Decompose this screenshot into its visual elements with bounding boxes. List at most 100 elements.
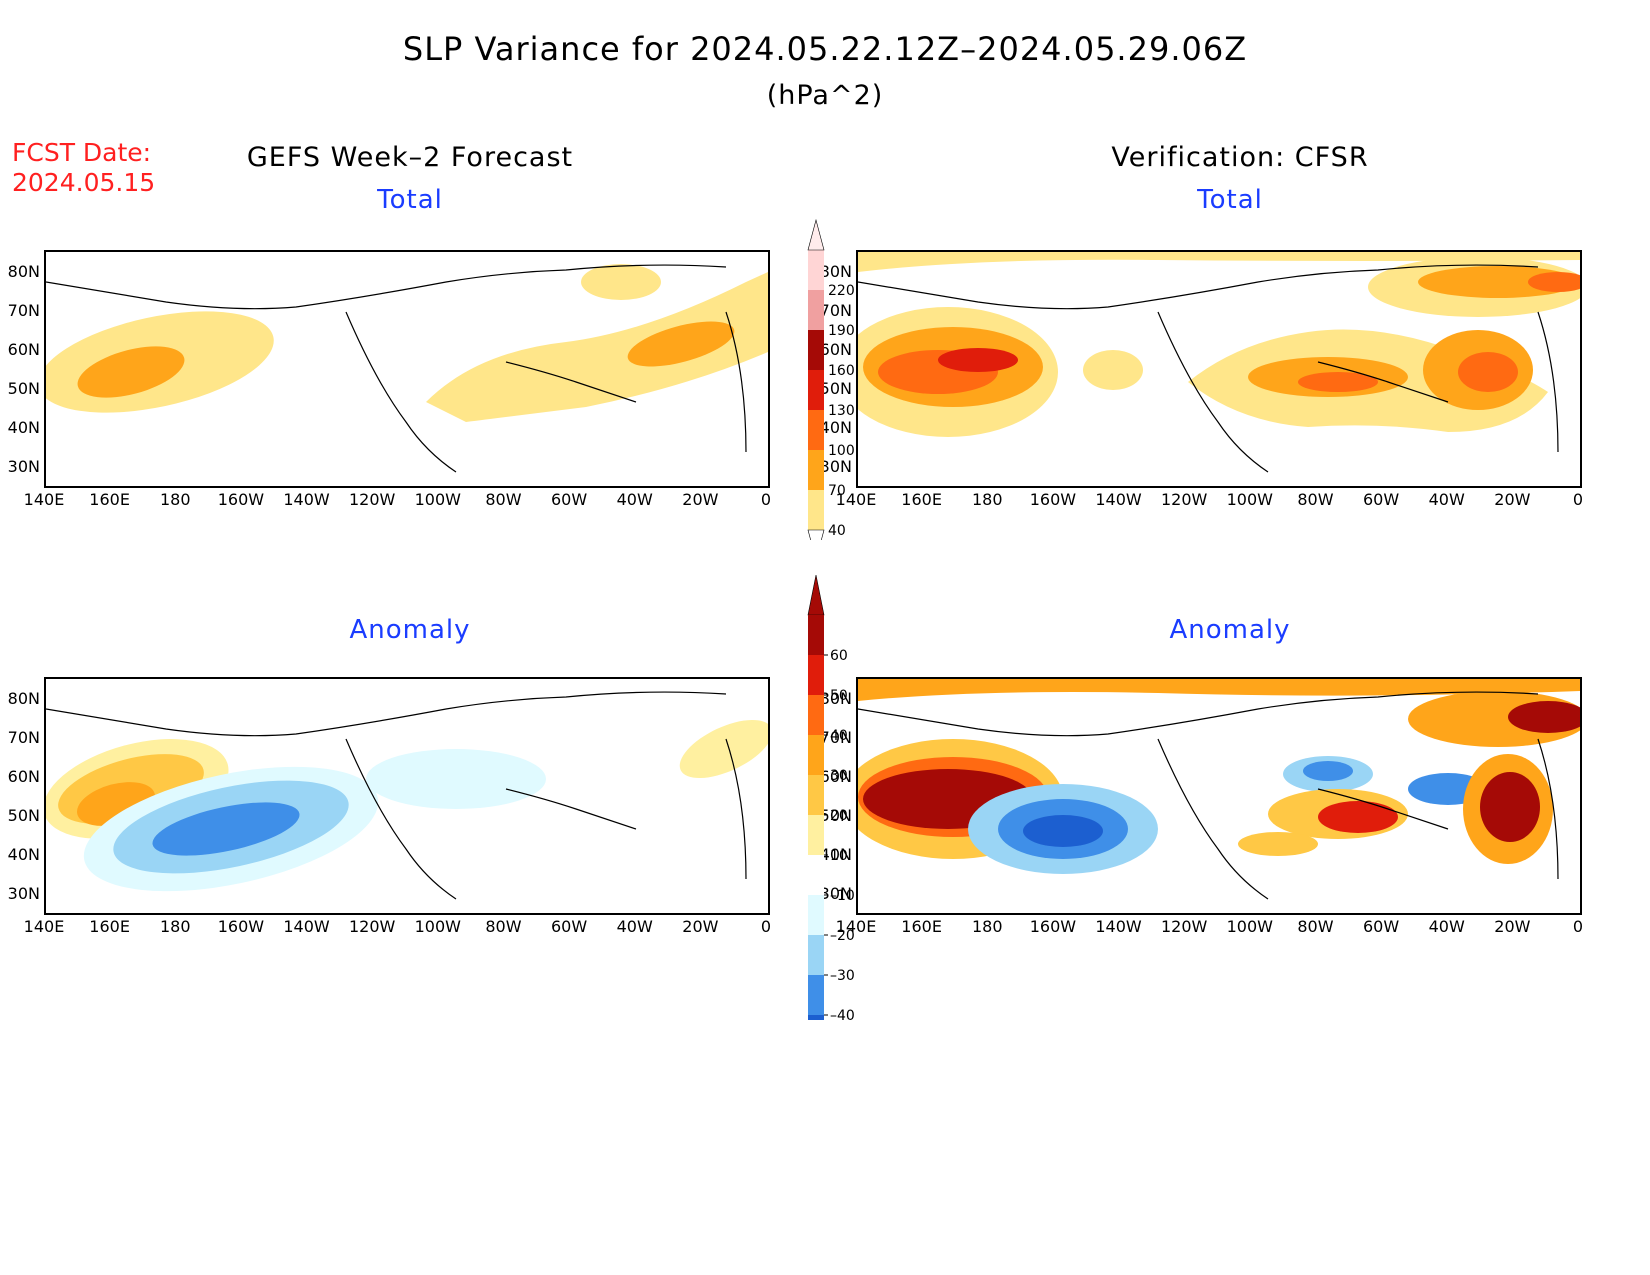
anomaly-colorbar: 60 50 40 30 20 10 –10 –20 –30 –40 [800,575,860,1020]
verification-total-lat-label: 30N [819,457,852,476]
forecast-anomaly-lat-label: 40N [7,845,40,864]
anomaly-colorbar-label: –40 [830,1008,855,1020]
forecast-anomaly-map [44,677,770,915]
total-colorbar-label: 100 [828,443,855,459]
total-colorbar-swatch [808,490,824,530]
anomaly-colorbar-label: 40 [830,728,848,744]
verification-anomaly-lon-label: 140W [1095,917,1142,936]
forecast-anomaly-lon-label: 140E [23,917,65,936]
verification-column-header: Verification: CFSR [1111,142,1369,173]
anomaly-colorbar-swatch [808,1015,824,1020]
forecast-total-lon-label: 120W [348,490,396,509]
total-colorbar-swatch [808,330,824,370]
total-colorbar-swatch [808,450,824,490]
verification-anomaly-map [856,677,1582,915]
verification-total-lon-label: 60W [1362,490,1400,509]
total-colorbar-bottom-arrow [807,529,825,540]
anomaly-colorbar-swatch [808,735,824,775]
verification-anomaly-shading [858,679,1580,900]
verification-anomaly-lat-label: 70N [819,728,852,747]
total-colorbar-swatch [808,370,824,410]
verification-total-map [856,250,1582,488]
forecast-anomaly-lat-label: 80N [7,689,40,708]
forecast-total-lon-label: 40W [616,490,653,509]
forecast-total-lon-label: 80W [485,490,522,509]
verification-anomaly-lat-label: 60N [819,767,852,786]
verification-total-lat-label: 40N [819,418,852,437]
forecast-anomaly-lon-label: 0 [760,917,772,936]
verification-total-lon-label: 120W [1160,490,1208,509]
total-colorbar: 40 70 100 130 160 190 220 [800,210,860,540]
verification-anomaly-lat-label: 50N [819,806,852,825]
verification-anomaly-subtitle: Anomaly [1169,615,1291,645]
forecast-anomaly-subtitle: Anomaly [349,615,471,645]
anomaly-colorbar-label: –10 [830,888,855,904]
total-colorbar-label: 190 [828,323,855,339]
verification-total-lon-label: 20W [1494,490,1531,509]
verification-total-lat-label: 70N [819,301,852,320]
total-colorbar-label: 40 [828,523,846,539]
forecast-anomaly-lat-label: 70N [7,728,40,747]
forecast-total-lon-label: 60W [550,490,588,509]
verification-anomaly-lon-label: 180 [971,917,1003,936]
anomaly-colorbar-label: 20 [830,808,848,824]
total-colorbar-swatch [808,290,824,330]
forecast-total-lon-label: 180 [159,490,191,509]
forecast-anomaly-shading [46,691,768,900]
anomaly-colorbar-swatch [808,775,824,815]
anomaly-colorbar-top-arrow [807,575,825,616]
anomaly-colorbar-label: –20 [830,928,855,944]
verification-total-lon-label: 0 [1572,490,1584,509]
verification-total-subtitle: Total [1197,185,1263,215]
verification-anomaly-lon-label: 60W [1362,917,1400,936]
forecast-anomaly-lon-label: 120W [348,917,396,936]
forecast-total-lon-label: 160E [89,490,130,509]
forecast-anomaly-lon-label: 80W [485,917,522,936]
verification-total-lon-label: 160E [901,490,942,509]
forecast-total-lon-label: 0 [760,490,772,509]
total-colorbar-label: 160 [828,363,855,379]
verification-total-lon-label: 180 [971,490,1003,509]
forecast-total-lon-label: 100W [414,490,461,509]
forecast-anomaly-lon-label: 160W [217,917,265,936]
forecast-total-lat-label: 70N [7,301,40,320]
verification-total-shading [858,252,1580,473]
forecast-anomaly-lat-label: 30N [7,884,40,903]
verification-anomaly-lat-label: 80N [819,689,852,708]
anomaly-colorbar-svg: 60 50 40 30 20 10 –10 –20 –30 –40 [807,575,855,1020]
anomaly-colorbar-swatch [808,855,824,895]
anomaly-colorbar-swatch [808,695,824,735]
total-colorbar-label: 130 [828,403,855,419]
verification-anomaly-lon-label: 140E [835,917,877,936]
verification-anomaly-lon-label: 100W [1226,917,1273,936]
anomaly-colorbar-swatch [808,975,824,1015]
anomaly-colorbar-label: 30 [830,768,848,784]
anomaly-colorbar-swatch [808,615,824,655]
total-colorbar-top-arrow [807,218,825,251]
total-colorbar-svg: 40 70 100 130 160 190 220 [807,218,855,540]
forecast-date-value: 2024.05.15 [12,168,156,197]
forecast-total-lat-label: 50N [7,379,40,398]
verification-total-lon-label: 100W [1226,490,1273,509]
forecast-total-shading [46,264,768,473]
anomaly-colorbar-swatch [808,655,824,695]
forecast-date-label: FCST Date: [12,138,152,167]
anomaly-colorbar-swatch [808,895,824,935]
units-label: (hPa^2) [766,80,884,111]
total-colorbar-label: 70 [828,483,846,499]
anomaly-colorbar-label: –30 [830,968,855,984]
forecast-total-lat-label: 40N [7,418,40,437]
forecast-anomaly-lon-label: 180 [159,917,191,936]
gefs-column-header: GEFS Week–2 Forecast [246,142,574,173]
forecast-total-map [44,250,770,488]
forecast-total-subtitle: Total [377,185,443,215]
verification-total-lon-label: 140W [1095,490,1142,509]
verification-total-lon-label: 80W [1297,490,1334,509]
verification-anomaly-lon-label: 0 [1572,917,1584,936]
anomaly-colorbar-swatch [808,935,824,975]
forecast-total-lon-label: 140E [23,490,65,509]
forecast-date: FCST Date: 2024.05.15 [12,138,155,198]
verification-anomaly-lon-label: 160E [901,917,942,936]
forecast-total-lon-label: 160W [217,490,265,509]
forecast-total-lon-label: 140W [283,490,330,509]
